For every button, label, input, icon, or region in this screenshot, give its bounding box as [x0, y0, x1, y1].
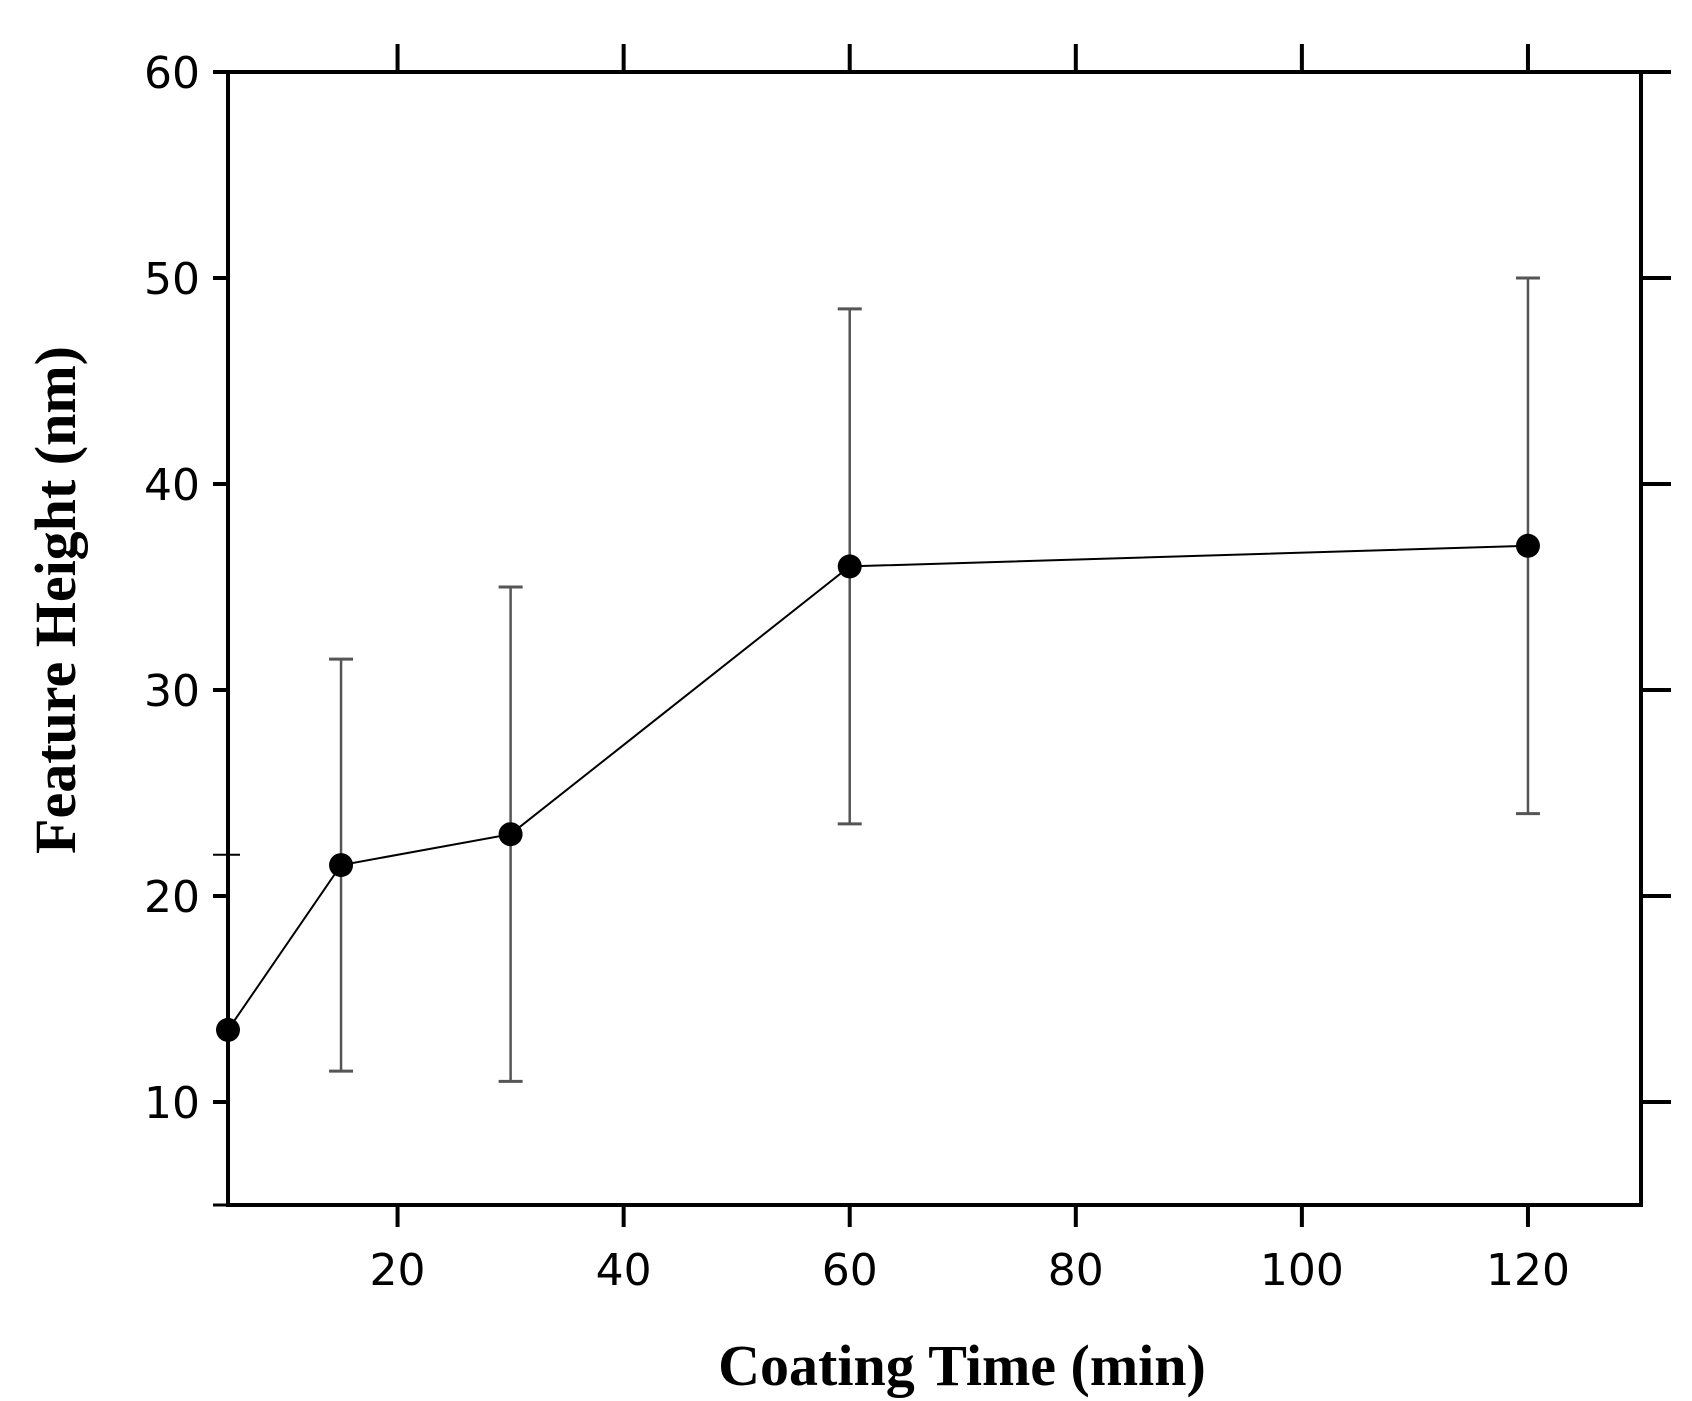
x-tick-label-120: 120	[1486, 1245, 1570, 1296]
error-bars	[329, 276, 1540, 1083]
series-line	[227, 544, 1529, 1031]
y-tick-label-30: 30	[144, 666, 200, 717]
data-point-60	[837, 554, 862, 579]
y-tick-labels: 10 20 30 40 50 60	[144, 48, 200, 1129]
data-point-30	[498, 822, 523, 847]
x-tick-labels: 20 40 60 80 100 120	[370, 1245, 1570, 1296]
data-point-120	[1515, 533, 1540, 558]
axis-ticks	[213, 44, 1671, 1227]
x-tick-label-20: 20	[370, 1245, 426, 1296]
y-tick-label-20: 20	[144, 872, 200, 923]
x-tick-label-60: 60	[822, 1245, 878, 1296]
y-axis-title: Feature Height (nm)	[23, 346, 88, 854]
plot-frame	[213, 70, 1671, 1207]
data-markers	[216, 533, 1540, 1042]
y-tick-label-50: 50	[144, 254, 200, 305]
x-axis-title: Coating Time (min)	[718, 1333, 1206, 1398]
x-tick-label-40: 40	[596, 1245, 652, 1296]
data-point-5	[216, 1017, 240, 1042]
y-tick-label-10: 10	[144, 1078, 200, 1129]
y-tick-label-40: 40	[144, 460, 200, 511]
x-tick-label-80: 80	[1048, 1245, 1104, 1296]
series-line-0	[227, 544, 1529, 1031]
x-tick-label-100: 100	[1260, 1245, 1344, 1296]
plot-border	[226, 70, 1643, 1207]
y-tick-label-60: 60	[144, 48, 200, 99]
data-point-15	[329, 853, 354, 878]
